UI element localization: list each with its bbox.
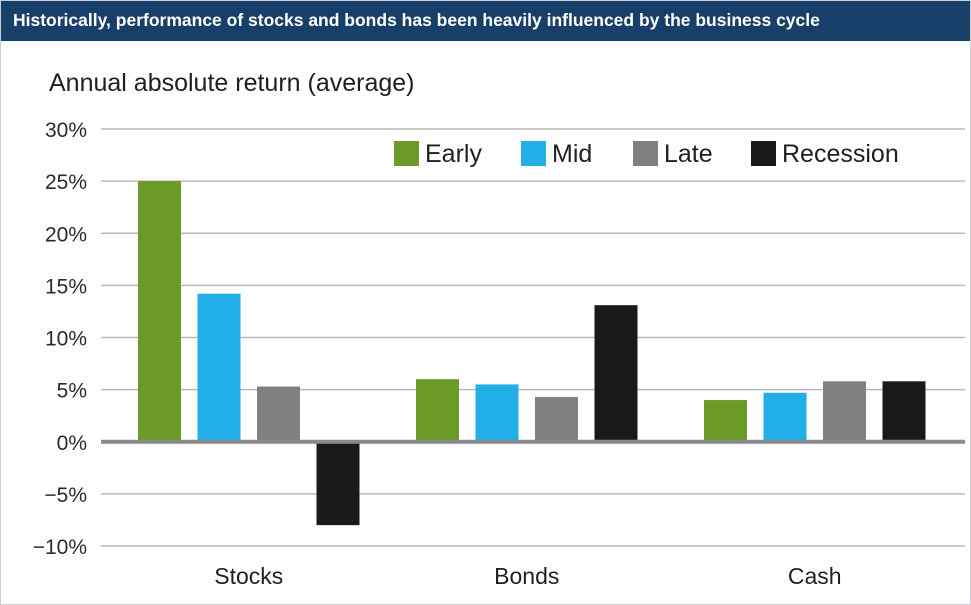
x-category-label: Bonds xyxy=(494,563,559,589)
legend-item-late: Late xyxy=(633,140,713,168)
bar-bonds-recession xyxy=(594,305,638,442)
chart-title: Historically, performance of stocks and … xyxy=(13,10,820,30)
y-tick-label: −10% xyxy=(33,536,87,559)
y-tick-label: −5% xyxy=(44,484,87,507)
title-banner: Historically, performance of stocks and … xyxy=(1,1,970,41)
y-tick-label: 10% xyxy=(45,328,87,351)
bar-cash-early xyxy=(704,400,747,442)
legend-label: Early xyxy=(425,140,482,168)
bar-bonds-mid xyxy=(475,384,519,442)
x-category-label: Cash xyxy=(788,563,842,589)
legend-item-recession: Recession xyxy=(751,140,899,168)
bar-cash-late xyxy=(823,381,866,442)
x-axis-categories: Stocks Bonds Cash xyxy=(214,563,841,589)
bar-stocks-early xyxy=(138,181,181,442)
y-tick-label: 5% xyxy=(57,380,87,403)
y-tick-label: 0% xyxy=(57,432,87,455)
bar-cash-recession xyxy=(882,381,926,442)
bar-stocks-late xyxy=(257,386,300,442)
legend-swatch xyxy=(633,141,658,166)
legend: Early Mid Late Recession xyxy=(394,140,899,168)
bar-bonds-early xyxy=(416,379,459,442)
bar-cash-mid xyxy=(763,392,807,442)
legend-label: Late xyxy=(664,140,713,168)
legend-label: Recession xyxy=(782,140,899,168)
bar-stocks-recession xyxy=(316,441,360,526)
bar-chart: 30% 25% 20% 15% 10% 5% 0% −5% −10% Stocks Bonds Ca… xyxy=(33,69,965,589)
y-tick-label: 20% xyxy=(45,223,87,246)
legend-swatch xyxy=(751,141,776,166)
bar-bonds-late xyxy=(535,396,578,442)
legend-item-mid: Mid xyxy=(521,140,592,168)
legend-item-early: Early xyxy=(394,140,482,168)
y-axis-ticks: 30% 25% 20% 15% 10% 5% 0% −5% −10% xyxy=(33,119,87,559)
legend-label: Mid xyxy=(552,140,592,168)
y-tick-label: 25% xyxy=(45,171,87,194)
legend-swatch xyxy=(521,141,546,166)
x-category-label: Stocks xyxy=(214,563,283,589)
bar-stocks-mid xyxy=(197,293,241,442)
legend-swatch xyxy=(394,141,419,166)
y-tick-label: 15% xyxy=(45,275,87,298)
y-tick-label: 30% xyxy=(45,119,87,142)
y-axis-title: Annual absolute return (average) xyxy=(49,69,415,97)
bars xyxy=(138,181,926,526)
